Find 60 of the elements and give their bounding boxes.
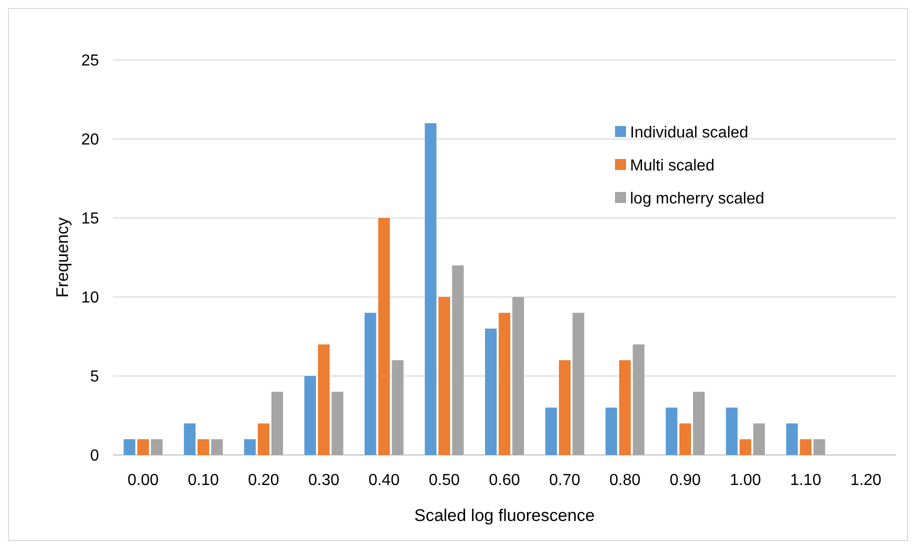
bar xyxy=(258,423,270,455)
bar xyxy=(438,297,450,455)
x-tick-label: 1.20 xyxy=(850,472,882,489)
bar xyxy=(485,328,497,455)
x-tick-label: 0.10 xyxy=(188,472,220,489)
y-tick-label: 0 xyxy=(90,448,100,465)
bar xyxy=(740,439,752,455)
bar xyxy=(498,312,510,455)
bar xyxy=(378,218,390,455)
bar xyxy=(364,312,376,455)
bar xyxy=(318,344,330,455)
bar xyxy=(332,392,344,455)
x-tick-label: 0.50 xyxy=(428,472,460,489)
bar xyxy=(452,265,464,455)
bar xyxy=(211,439,223,455)
x-tick-label: 0.30 xyxy=(308,472,340,489)
bar xyxy=(726,408,738,455)
bar xyxy=(605,408,618,455)
x-tick-label: 0.70 xyxy=(549,472,580,489)
x-tick-label: 0.60 xyxy=(488,472,520,489)
bar xyxy=(545,408,557,455)
bar xyxy=(786,423,798,455)
bar xyxy=(512,297,524,455)
bar xyxy=(124,439,136,455)
bar xyxy=(558,360,571,455)
bar xyxy=(198,439,210,455)
x-tick-label: 0.40 xyxy=(368,472,400,489)
y-tick-label: 10 xyxy=(81,290,100,307)
bar xyxy=(693,392,705,455)
x-tick-label: 0.20 xyxy=(248,472,280,489)
bar xyxy=(392,360,404,455)
x-tick-label: 1.00 xyxy=(730,472,762,489)
bar xyxy=(304,376,316,455)
bar xyxy=(424,123,436,455)
y-tick-label: 5 xyxy=(90,368,100,386)
bar xyxy=(271,392,284,455)
bar xyxy=(666,408,678,455)
bar xyxy=(137,439,149,455)
legend-label: Multi scaled xyxy=(630,158,714,175)
bar xyxy=(632,344,644,455)
x-axis-title: Scaled log fluorescence xyxy=(414,506,595,525)
y-axis-title: Frequency xyxy=(53,216,72,298)
bar xyxy=(619,360,631,455)
bar xyxy=(572,312,584,455)
bar xyxy=(679,423,692,455)
bar xyxy=(753,423,765,455)
bar xyxy=(150,439,163,455)
bar xyxy=(184,423,196,455)
x-tick-label: 0.90 xyxy=(670,472,701,489)
legend-label: Individual scaled xyxy=(630,124,748,142)
y-tick-label: 20 xyxy=(81,132,100,149)
x-tick-label: 0.80 xyxy=(609,472,641,489)
bar xyxy=(813,439,826,455)
x-tick-label: 1.10 xyxy=(790,472,822,489)
legend-label: log mcherry scaled xyxy=(630,190,764,208)
bar xyxy=(800,439,812,455)
bar xyxy=(244,439,256,455)
y-tick-label: 25 xyxy=(81,52,100,70)
y-tick-label: 15 xyxy=(81,210,100,228)
x-tick-label: 0.00 xyxy=(128,472,159,489)
